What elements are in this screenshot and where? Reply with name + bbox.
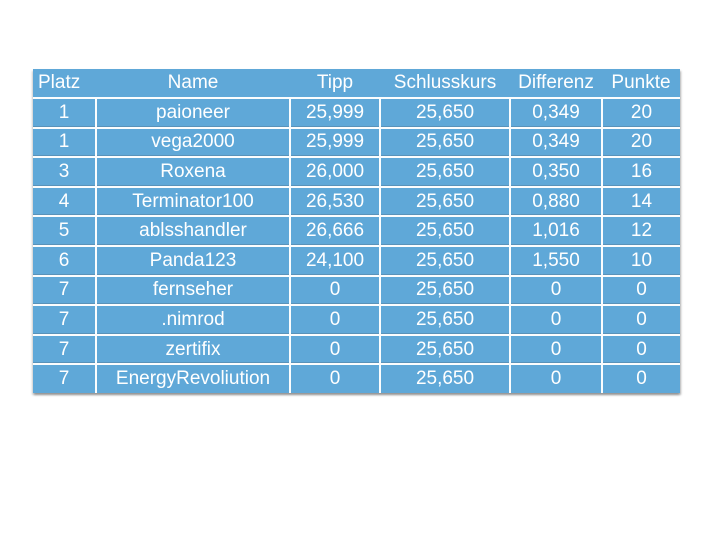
cell-tipp: 0 [289,333,381,366]
cell-platz: 6 [33,244,97,277]
cell-platz: 7 [33,304,97,336]
cell-differenz: 0,880 [509,185,603,218]
cell-tipp: 24,100 [289,244,381,277]
cell-punkte: 0 [601,274,680,307]
cell-tipp: 0 [289,304,381,336]
cell-punkte: 14 [601,185,680,218]
cell-platz: 1 [33,97,97,129]
table-row: 7 zertifix 0 25,650 0 0 [33,333,680,366]
cell-tipp: 26,000 [289,156,381,188]
cell-differenz: 0 [509,333,603,366]
cell-name: paioneer [95,97,291,129]
cell-punkte: 0 [601,333,680,366]
cell-tipp: 25,999 [289,126,381,159]
cell-platz: 1 [33,126,97,159]
cell-platz: 7 [33,274,97,307]
cell-punkte: 0 [601,363,680,393]
cell-name: vega2000 [95,126,291,159]
cell-schlusskurs: 25,650 [379,215,511,247]
cell-name: EnergyRevoliution [95,363,291,393]
cell-schlusskurs: 25,650 [379,244,511,277]
cell-platz: 7 [33,363,97,393]
cell-punkte: 16 [601,156,680,188]
cell-platz: 5 [33,215,97,247]
column-header-schlusskurs: Schlusskurs [380,69,510,98]
table-row: 1 vega2000 25,999 25,650 0,349 20 [33,126,680,159]
table-row: 7 .nimrod 0 25,650 0 0 [33,304,680,336]
cell-schlusskurs: 25,650 [379,274,511,307]
cell-platz: 4 [33,185,97,218]
header-row: Platz Name Tipp Schlusskurs Differenz Punkte [33,69,680,98]
cell-schlusskurs: 25,650 [379,156,511,188]
cell-punkte: 0 [601,304,680,336]
cell-differenz: 1,550 [509,244,603,277]
cell-schlusskurs: 25,650 [379,97,511,129]
cell-differenz: 0,349 [509,97,603,129]
table-row: 7 EnergyRevoliution 0 25,650 0 0 [33,363,680,393]
cell-platz: 7 [33,333,97,366]
cell-name: ablsshandler [95,215,291,247]
cell-punkte: 12 [601,215,680,247]
cell-tipp: 0 [289,363,381,393]
cell-schlusskurs: 25,650 [379,363,511,393]
column-header-platz: Platz [33,69,96,98]
column-header-tipp: Tipp [290,69,380,98]
table-header: Platz Name Tipp Schlusskurs Differenz Punkte [33,69,680,98]
table-row: 6 Panda123 24,100 25,650 1,550 10 [33,244,680,277]
table-body: 1 paioneer 25,999 25,650 0,349 20 1 vega2000 25,… [33,97,680,393]
cell-tipp: 26,666 [289,215,381,247]
cell-punkte: 10 [601,244,680,277]
table-row: 4 Terminator100 26,530 25,650 0,880 14 [33,185,680,218]
cell-name: Roxena [95,156,291,188]
cell-name: Panda123 [95,244,291,277]
cell-name: zertifix [95,333,291,366]
cell-differenz: 0 [509,304,603,336]
cell-differenz: 1,016 [509,215,603,247]
cell-differenz: 0 [509,363,603,393]
cell-tipp: 0 [289,274,381,307]
cell-name: .nimrod [95,304,291,336]
cell-name: Terminator100 [95,185,291,218]
cell-schlusskurs: 25,650 [379,304,511,336]
table-row: 5 ablsshandler 26,666 25,650 1,016 12 [33,215,680,247]
leaderboard-table: Platz Name Tipp Schlusskurs Differenz Punkte … [33,69,680,393]
table-row: 7 fernseher 0 25,650 0 0 [33,274,680,307]
cell-differenz: 0,350 [509,156,603,188]
column-header-differenz: Differenz [510,69,602,98]
column-header-name: Name [96,69,290,98]
table-row: 3 Roxena 26,000 25,650 0,350 16 [33,156,680,188]
cell-name: fernseher [95,274,291,307]
cell-punkte: 20 [601,97,680,129]
table-row: 1 paioneer 25,999 25,650 0,349 20 [33,97,680,129]
cell-schlusskurs: 25,650 [379,185,511,218]
column-header-punkte: Punkte [602,69,680,98]
cell-tipp: 26,530 [289,185,381,218]
cell-differenz: 0 [509,274,603,307]
cell-punkte: 20 [601,126,680,159]
cell-platz: 3 [33,156,97,188]
cell-differenz: 0,349 [509,126,603,159]
cell-tipp: 25,999 [289,97,381,129]
cell-schlusskurs: 25,650 [379,333,511,366]
cell-schlusskurs: 25,650 [379,126,511,159]
